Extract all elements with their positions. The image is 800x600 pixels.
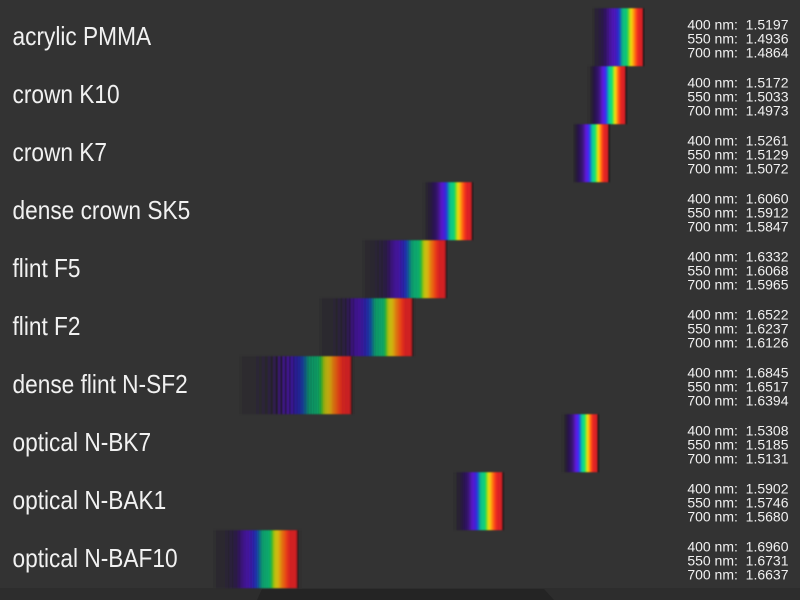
svg-text:400 nm: 1.6060: 400 nm: 1.6060 xyxy=(687,191,788,207)
svg-text:700 nm: 1.4864: 700 nm: 1.4864 xyxy=(687,45,788,61)
svg-text:optical N-BAK1: optical N-BAK1 xyxy=(13,485,167,515)
svg-text:400 nm: 1.5197: 400 nm: 1.5197 xyxy=(687,17,788,33)
svg-text:700 nm: 1.5072: 700 nm: 1.5072 xyxy=(687,161,788,177)
svg-text:550 nm: 1.5912: 550 nm: 1.5912 xyxy=(687,205,788,221)
svg-text:400 nm: 1.5902: 400 nm: 1.5902 xyxy=(687,481,788,497)
svg-text:400 nm: 1.6332: 400 nm: 1.6332 xyxy=(687,249,788,265)
svg-text:550 nm: 1.5746: 550 nm: 1.5746 xyxy=(687,495,788,511)
svg-text:700 nm: 1.6394: 700 nm: 1.6394 xyxy=(687,393,788,409)
svg-text:optical N-BAF10: optical N-BAF10 xyxy=(13,543,178,573)
svg-text:dense flint N-SF2: dense flint N-SF2 xyxy=(13,369,188,399)
svg-text:dense crown SK5: dense crown SK5 xyxy=(13,195,191,225)
svg-text:700 nm: 1.5680: 700 nm: 1.5680 xyxy=(687,509,788,525)
svg-text:550 nm: 1.6731: 550 nm: 1.6731 xyxy=(687,553,788,569)
svg-text:550 nm: 1.4936: 550 nm: 1.4936 xyxy=(687,31,788,47)
svg-text:550 nm: 1.6068: 550 nm: 1.6068 xyxy=(687,263,788,279)
svg-text:400 nm: 1.6845: 400 nm: 1.6845 xyxy=(687,365,788,381)
svg-text:550 nm: 1.6517: 550 nm: 1.6517 xyxy=(687,379,788,395)
svg-text:700 nm: 1.4973: 700 nm: 1.4973 xyxy=(687,103,788,119)
svg-text:550 nm: 1.6237: 550 nm: 1.6237 xyxy=(687,321,788,337)
svg-text:550 nm: 1.5033: 550 nm: 1.5033 xyxy=(687,89,788,105)
svg-text:flint F5: flint F5 xyxy=(13,253,81,283)
svg-text:400 nm: 1.6960: 400 nm: 1.6960 xyxy=(687,539,788,555)
svg-text:550 nm: 1.5129: 550 nm: 1.5129 xyxy=(687,147,788,163)
svg-text:550 nm: 1.5185: 550 nm: 1.5185 xyxy=(687,437,788,453)
svg-text:crown K10: crown K10 xyxy=(13,79,120,109)
svg-text:acrylic PMMA: acrylic PMMA xyxy=(13,21,152,51)
svg-text:700 nm: 1.5965: 700 nm: 1.5965 xyxy=(687,277,788,293)
svg-text:crown K7: crown K7 xyxy=(13,137,108,167)
svg-text:400 nm: 1.5308: 400 nm: 1.5308 xyxy=(687,423,788,439)
svg-text:400 nm: 1.5261: 400 nm: 1.5261 xyxy=(687,133,788,149)
svg-text:400 nm: 1.5172: 400 nm: 1.5172 xyxy=(687,75,788,91)
svg-text:700 nm: 1.6126: 700 nm: 1.6126 xyxy=(687,335,788,351)
svg-text:flint F2: flint F2 xyxy=(13,311,81,341)
svg-text:700 nm: 1.6637: 700 nm: 1.6637 xyxy=(687,567,788,583)
svg-text:700 nm: 1.5847: 700 nm: 1.5847 xyxy=(687,219,788,235)
svg-text:700 nm: 1.5131: 700 nm: 1.5131 xyxy=(687,451,788,467)
svg-text:optical N-BK7: optical N-BK7 xyxy=(13,427,152,457)
svg-text:400 nm: 1.6522: 400 nm: 1.6522 xyxy=(687,307,788,323)
